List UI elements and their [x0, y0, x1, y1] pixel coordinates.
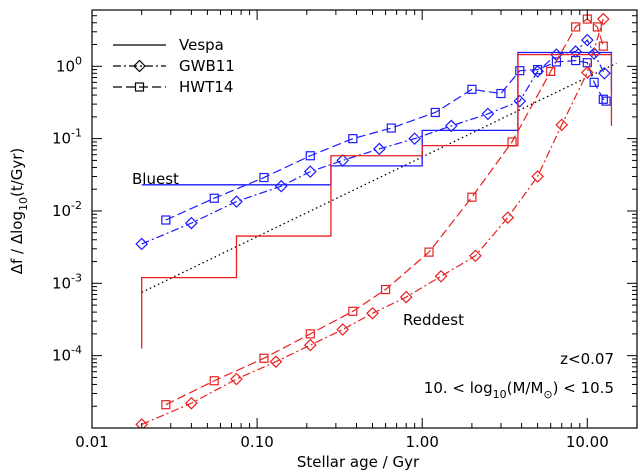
reddest-hwt14-point: [592, 22, 602, 32]
y-tick-label: 10-3: [52, 271, 82, 292]
bluest-hwt14-point: [161, 215, 171, 225]
bluest-hwt14-point: [386, 123, 396, 133]
bluest-gwb11-point: [336, 154, 350, 167]
annotation-mass-range: 10. < log10(M/M⊙) < 10.5: [424, 379, 614, 401]
bluest-gwb11-point: [587, 47, 601, 60]
reddest-gwb11-point: [185, 396, 198, 410]
reddest-gwb11-point: [580, 66, 594, 79]
reddest-hwt14-point: [259, 353, 269, 363]
reddest-hwt14-point: [161, 400, 171, 410]
bluest-gwb11-point: [135, 237, 149, 251]
bluest-hwt14-point: [515, 66, 525, 76]
bluest-gwb11-point: [513, 94, 527, 108]
bluest-hwt14-point: [467, 84, 477, 94]
reddest-gwb11-point: [555, 118, 569, 132]
x-tick-label: 1.00: [405, 433, 438, 451]
bluest-hwt14-point: [496, 88, 506, 99]
reddest-gwb11-point: [230, 372, 243, 386]
legend-label-gwb11: GWB11: [179, 57, 235, 75]
reddest-gwb11-point: [366, 306, 379, 320]
reddest-hwt14-point: [209, 376, 219, 386]
bluest-gwb11-point: [303, 165, 317, 178]
bluest-gwb11-line: [141, 39, 605, 245]
annotation-reddest: Reddest: [403, 311, 464, 329]
reddest-hwt14-point: [571, 22, 581, 32]
legend-label-vespa: Vespa: [179, 36, 224, 54]
legend: Vespa GWB11 HWT14: [113, 36, 235, 96]
legend-marker-hwt14: [134, 82, 145, 92]
y-tick-label: 10-2: [52, 199, 82, 220]
bluest-gwb11-point: [185, 216, 198, 230]
reddest-gwb11-point: [135, 418, 149, 428]
x-tick-label: 0.10: [240, 433, 273, 451]
bluest-hwt14-point: [209, 193, 219, 203]
reddest-gwb11-point: [501, 211, 515, 224]
reddest-gwb11-point: [531, 170, 544, 183]
plot-text: Stellar age / Gyr 0.01 0.10 1.00 10.00 10-4 1…: [8, 54, 614, 471]
reddest-hwt14-point: [348, 306, 358, 316]
reddest-gwb11-point: [434, 269, 448, 283]
plot-series: [135, 12, 617, 428]
y-axis-label: Δf / Δlog10(t/Gyr): [8, 148, 30, 275]
reddest-gwb11-point: [399, 290, 413, 304]
bluest-hwt14-point: [259, 172, 269, 183]
bluest-hwt14-point: [601, 96, 611, 106]
reddest-gwb11-point: [596, 12, 610, 26]
bluest-hwt14-point: [571, 55, 581, 66]
bluest-hwt14-point: [532, 65, 543, 75]
reference-dotted-line: [141, 62, 617, 293]
reddest-hwt14-point: [424, 247, 434, 257]
reddest-hwt14-point: [507, 137, 517, 147]
bluest-gwb11-point: [444, 119, 458, 133]
reddest-hwt14-point: [546, 66, 556, 76]
reddest-hwt14-point: [598, 41, 608, 51]
bluest-hwt14-point: [589, 77, 599, 87]
plot-axes: [91, 9, 638, 429]
plot-frame: [91, 9, 638, 429]
reddest-gwb11-point: [336, 323, 350, 336]
reddest-gwb11-point: [303, 338, 317, 352]
reddest-hwt14-point: [380, 284, 391, 295]
bluest-gwb11-point: [481, 107, 495, 121]
bluest-hwt14-point: [305, 151, 315, 161]
y-tick-label: 10-4: [52, 344, 82, 365]
bluest-hwt14-point: [598, 94, 608, 104]
legend-marker-gwb11: [133, 59, 146, 73]
legend-label-hwt14: HWT14: [179, 78, 233, 96]
x-axis-label: Stellar age / Gyr: [297, 453, 420, 471]
y-tick-label: 10-1: [52, 127, 82, 148]
reddest-vespa-histogram: [141, 53, 613, 349]
bluest-gwb11-point: [408, 132, 421, 145]
bluest-gwb11-point: [230, 195, 243, 208]
bluest-hwt14-point: [430, 107, 440, 118]
reddest-gwb11-point: [269, 355, 283, 369]
reddest-hwt14-point: [305, 329, 315, 339]
bluest-hwt14-point: [348, 134, 358, 144]
bluest-gwb11-point: [598, 66, 611, 80]
reddest-hwt14-line: [165, 18, 604, 406]
bluest-gwb11-point: [580, 33, 594, 47]
reddest-gwb11-line: [141, 18, 604, 425]
reddest-hwt14-point: [467, 192, 477, 202]
reddest-gwb11-point: [469, 249, 482, 263]
bluest-gwb11-point: [274, 179, 288, 193]
annotation-bluest: Bluest: [132, 170, 179, 188]
bluest-hwt14-point: [551, 57, 562, 67]
x-tick-label: 0.01: [75, 433, 108, 451]
annotation-redshift: z<0.07: [560, 350, 614, 368]
y-tick-label: 100: [56, 54, 82, 75]
x-tick-label: 10.00: [566, 433, 609, 451]
bluest-gwb11-point: [372, 142, 386, 156]
